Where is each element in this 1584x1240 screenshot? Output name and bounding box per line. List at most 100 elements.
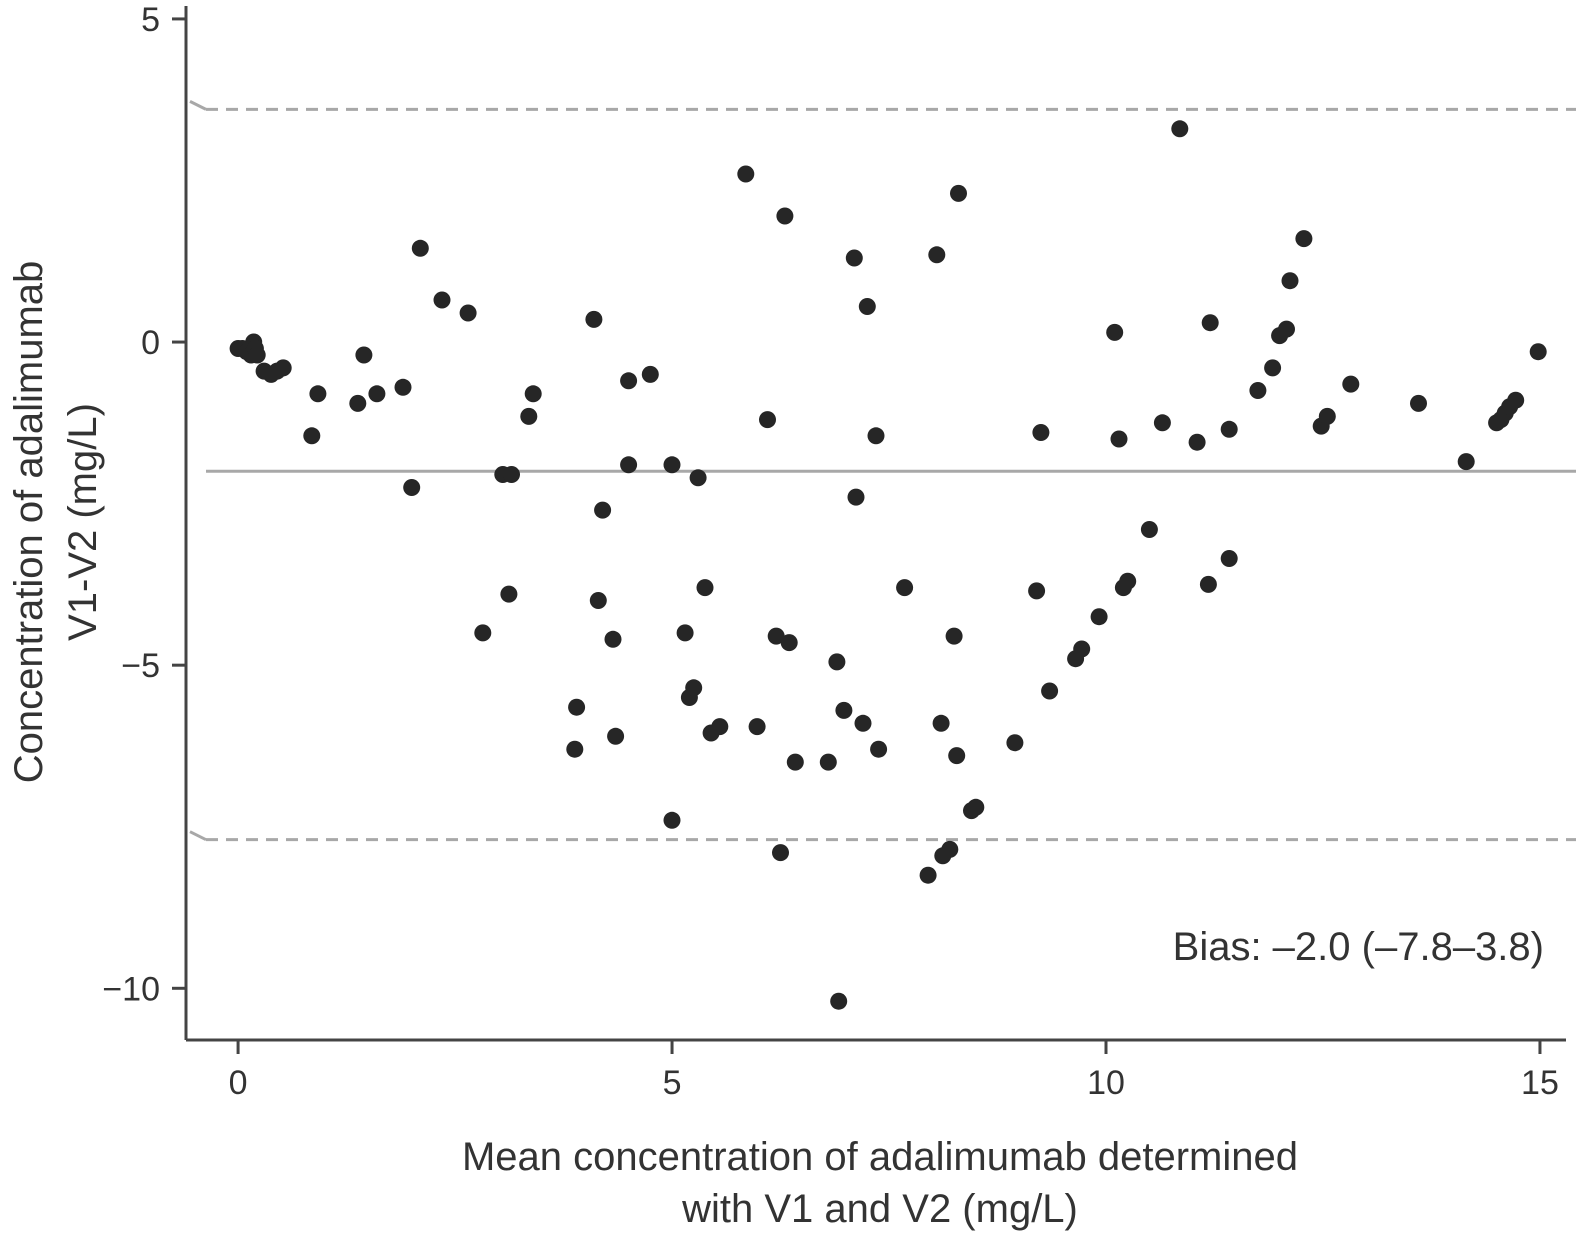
axes [184, 6, 1566, 1042]
data-point [433, 291, 451, 309]
data-point [368, 385, 386, 403]
data-point [1318, 407, 1336, 425]
data-point [941, 840, 959, 858]
data-point [585, 310, 603, 328]
data-point [1090, 608, 1108, 626]
data-point [945, 627, 963, 645]
data-point [1140, 521, 1158, 538]
data-point [641, 365, 659, 383]
y-tick-label: −10 [102, 970, 160, 1008]
data-point [663, 456, 681, 474]
x-axis-label-line-2: with V1 and V2 (mg/L) [681, 1187, 1078, 1231]
data-point [919, 866, 937, 884]
data-point [274, 359, 292, 377]
data-point [1106, 323, 1124, 341]
x-tick-label: 10 [1087, 1064, 1125, 1102]
data-point [786, 753, 804, 771]
data-point [248, 346, 266, 364]
y-ticks: 5 0 −5 −10 [102, 1, 186, 1008]
data-point [1153, 414, 1171, 432]
data-point [819, 753, 837, 771]
data-point [620, 372, 638, 390]
data-point [854, 714, 872, 732]
data-point [967, 798, 985, 816]
data-point [847, 488, 865, 506]
data-point [1342, 375, 1360, 393]
data-point [759, 411, 776, 429]
data-point [1041, 682, 1059, 700]
bias-annotation: Bias: –2.0 (–7.8–3.8) [1173, 925, 1544, 969]
data-point [767, 627, 785, 645]
data-point [1188, 433, 1206, 451]
data-point [1119, 572, 1137, 590]
data-point [663, 811, 681, 829]
data-point [394, 378, 412, 396]
data-point [1529, 343, 1547, 361]
data-point [685, 679, 703, 697]
data-point [520, 407, 538, 425]
y-axis-label-line-1: Concentration of adalimumab [7, 261, 51, 784]
data-point [828, 653, 846, 671]
data-point [1006, 734, 1024, 752]
x-tick-label: 15 [1521, 1064, 1559, 1102]
data-point [1220, 550, 1238, 567]
data-point [620, 456, 638, 474]
data-point [1457, 453, 1475, 471]
data-point [1507, 391, 1525, 409]
x-tick-label: 5 [663, 1064, 682, 1102]
x-tick-label: 0 [229, 1064, 248, 1102]
data-point [411, 239, 429, 257]
data-point [1295, 230, 1313, 248]
data-point [932, 714, 950, 732]
y-axis-label-line-2: V1-V2 (mg/L) [61, 403, 105, 641]
y-tick-label: 5 [141, 1, 160, 39]
data-point [1199, 575, 1217, 593]
upper-limit-line-hook [189, 100, 207, 111]
data-point [1032, 424, 1050, 441]
x-axis-label-line-1: Mean concentration of adalimumab determi… [462, 1135, 1298, 1179]
data-point [594, 501, 612, 519]
data-point [1028, 582, 1046, 600]
data-point [748, 718, 766, 736]
data-point [1201, 314, 1219, 332]
data-point [676, 624, 694, 642]
data-point [459, 304, 477, 322]
data-point [867, 427, 885, 445]
data-point [1264, 359, 1282, 377]
data-point [474, 624, 492, 642]
data-point [589, 592, 607, 609]
data-point [1110, 430, 1128, 448]
data-point [948, 747, 966, 765]
data-point [1249, 382, 1267, 399]
data-point [503, 466, 520, 483]
y-tick-label: 0 [141, 324, 160, 362]
y-tick-label: −5 [121, 647, 160, 685]
reference-lines [189, 100, 1576, 842]
data-point [858, 298, 876, 315]
data-point [303, 427, 321, 445]
data-point [566, 740, 584, 758]
data-point [604, 630, 622, 648]
data-point [780, 634, 798, 652]
data-point [896, 579, 914, 597]
data-point [772, 844, 789, 862]
lower-limit-line-hook [189, 830, 207, 842]
data-point [355, 346, 373, 364]
data-point [845, 249, 863, 267]
data-point [1073, 640, 1091, 658]
data-point [928, 246, 946, 264]
data-point [711, 718, 729, 736]
x-ticks: 0 5 10 15 [229, 1040, 1559, 1102]
data-point [1410, 394, 1427, 412]
data-point [1278, 320, 1295, 338]
data-point [349, 394, 367, 412]
data-point [776, 207, 794, 225]
data-points [229, 120, 1547, 1010]
data-point [403, 479, 421, 496]
data-point [835, 701, 853, 719]
data-point [309, 385, 327, 403]
data-point [950, 184, 967, 202]
data-point [524, 385, 542, 403]
data-point [737, 165, 755, 183]
